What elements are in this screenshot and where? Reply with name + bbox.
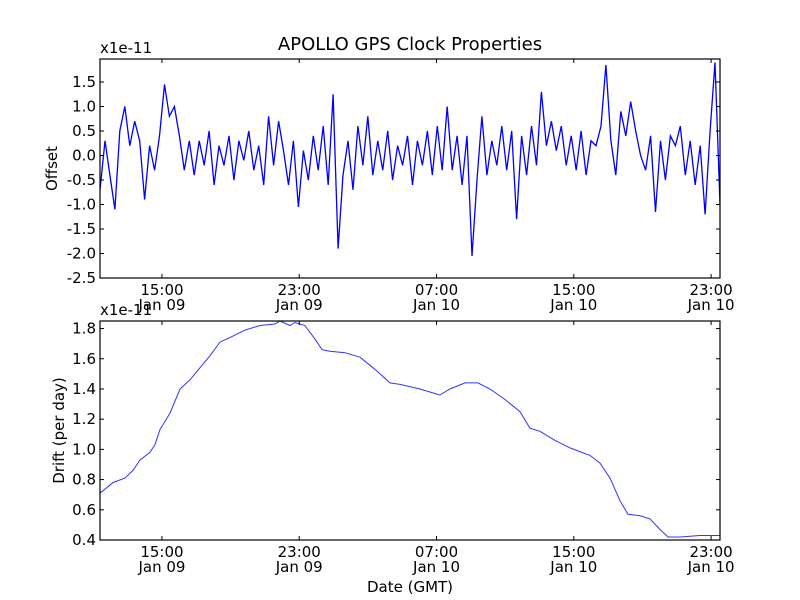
axis-scale-label: x1e-11 — [100, 39, 152, 57]
ytick-label: 1.8 — [72, 320, 96, 338]
xtick-label-time: 15:00 — [140, 543, 183, 561]
y-axis-label: Offset — [43, 146, 61, 191]
ytick-label: 1.6 — [72, 350, 96, 368]
xtick-label-date: Jan 10 — [687, 558, 735, 576]
offset-series-line — [100, 62, 720, 257]
ytick-label: 1.5 — [72, 73, 96, 91]
drift-axes-frame — [99, 320, 721, 541]
axis-scale-label: x1e-11 — [100, 301, 152, 319]
xtick-label-time: 23:00 — [689, 543, 732, 561]
xtick-label-date: Jan 10 — [549, 296, 597, 314]
ytick-label: 0.5 — [72, 122, 96, 140]
ytick-label: 0.6 — [72, 501, 96, 519]
ytick-label: 0.8 — [72, 471, 96, 489]
xtick-label-date: Jan 10 — [412, 558, 460, 576]
ytick-label: 1.0 — [72, 440, 96, 458]
xtick-label-time: 23:00 — [689, 281, 732, 299]
ytick-label: -1.0 — [67, 196, 96, 214]
drift-series-line — [100, 321, 720, 538]
xtick-label-time: 15:00 — [552, 281, 595, 299]
ytick-label: 1.0 — [72, 98, 96, 116]
xtick-label-date: Jan 09 — [275, 558, 323, 576]
xtick-label-date: Jan 10 — [687, 296, 735, 314]
offset-axes-frame — [99, 58, 721, 279]
xtick-label-time: 23:00 — [278, 543, 321, 561]
xtick-label-date: Jan 10 — [549, 558, 597, 576]
xtick-label-date: Jan 09 — [137, 296, 185, 314]
xtick-label-date: Jan 09 — [275, 296, 323, 314]
ytick-label: 0.0 — [72, 147, 96, 165]
ytick-label: 1.4 — [72, 380, 96, 398]
xtick-label-time: 23:00 — [278, 281, 321, 299]
xtick-label-date: Jan 10 — [412, 296, 460, 314]
xtick-label-time: 07:00 — [415, 543, 458, 561]
xtick-label-time: 15:00 — [140, 281, 183, 299]
chart-title: APOLLO GPS Clock Properties — [278, 34, 542, 55]
ytick-label: -2.0 — [67, 245, 96, 263]
xtick-label-time: 07:00 — [415, 281, 458, 299]
xtick-label-time: 15:00 — [552, 543, 595, 561]
ytick-label: 0.4 — [72, 531, 96, 549]
x-axis-label: Date (GMT) — [367, 578, 453, 596]
ytick-label: -2.5 — [67, 269, 96, 287]
offset-axes: -2.5-2.0-1.5-1.0-0.50.00.51.01.515:00Jan… — [43, 39, 735, 314]
y-axis-label: Drift (per day) — [50, 377, 68, 484]
ytick-label: 1.2 — [72, 410, 96, 428]
ytick-label: -1.5 — [67, 220, 96, 238]
ytick-label: -0.5 — [67, 171, 96, 189]
xtick-label-date: Jan 09 — [137, 558, 185, 576]
